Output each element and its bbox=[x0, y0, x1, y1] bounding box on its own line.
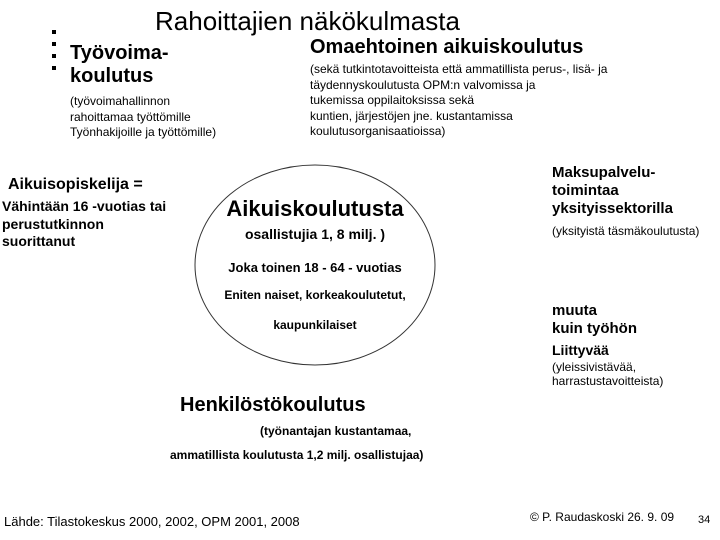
tyovoima-heading: Työvoima- koulutus bbox=[70, 42, 169, 88]
maksupalvelu-heading: Maksupalvelu- toimintaa yksityissektoril… bbox=[552, 164, 673, 218]
ellipse-sub: osallistujia 1, 8 milj. ) bbox=[190, 226, 440, 242]
footer-copyright: © P. Raudaskoski 26. 9. 09 bbox=[530, 510, 674, 524]
ellipse-main: Aikuiskoulutusta bbox=[190, 196, 440, 222]
henkilosto-heading: Henkilöstökoulutus bbox=[180, 394, 366, 417]
slide-title: Rahoittajien näkökulmasta bbox=[155, 6, 460, 37]
slide: Rahoittajien näkökulmasta Työvoima- koul… bbox=[0, 0, 720, 540]
ellipse-line3: kaupunkilaiset bbox=[190, 318, 440, 332]
omaehtoinen-desc: (sekä tutkintotavoitteista että ammatill… bbox=[310, 62, 607, 140]
omaehtoinen-heading: Omaehtoinen aikuiskoulutus bbox=[310, 36, 583, 59]
decor-bullets bbox=[52, 30, 56, 78]
ellipse-line2: Eniten naiset, korkeakoulutetut, bbox=[190, 288, 440, 302]
footer-source: Lähde: Tilastokeskus 2000, 2002, OPM 200… bbox=[4, 514, 300, 529]
ellipse-line1: Joka toinen 18 - 64 - vuotias bbox=[190, 260, 440, 275]
aikuisopiskelija-desc: Vähintään 16 -vuotias tai perustutkinnon… bbox=[2, 198, 166, 251]
muuta-heading: muuta kuin työhön bbox=[552, 302, 637, 338]
aikuisopiskelija-heading: Aikuisopiskelija = bbox=[8, 176, 143, 194]
ellipse-container: Aikuiskoulutusta osallistujia 1, 8 milj.… bbox=[190, 160, 440, 370]
henkilosto-desc2: ammatillista koulutusta 1,2 milj. osalli… bbox=[170, 448, 423, 462]
maksupalvelu-desc: (yksityistä täsmäkoulutusta) bbox=[552, 224, 699, 238]
tyovoima-desc: (työvoimahallinnon rahoittamaa työttömil… bbox=[70, 94, 216, 141]
footer-page: 34 bbox=[698, 514, 710, 526]
henkilosto-desc1: (työnantajan kustantamaa, bbox=[260, 424, 411, 438]
muuta-sub: Liittyvää bbox=[552, 342, 609, 358]
muuta-desc: (yleissivistävää, harrastustavoitteista) bbox=[552, 360, 663, 388]
